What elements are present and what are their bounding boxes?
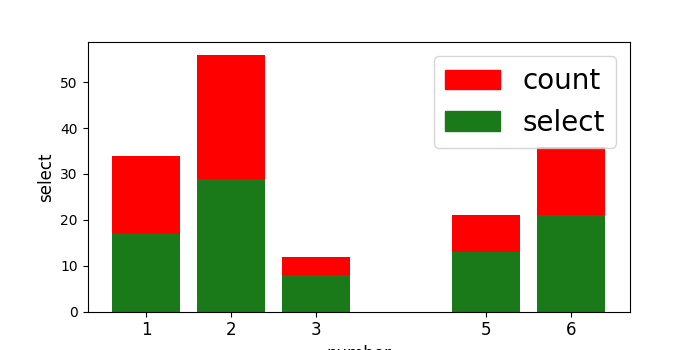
Bar — [282, 275, 350, 312]
Bar — [452, 215, 520, 252]
X-axis label: number: number — [326, 345, 391, 350]
Bar — [538, 147, 606, 215]
Bar — [112, 156, 180, 233]
Bar — [197, 178, 265, 312]
Bar — [452, 252, 520, 312]
Bar — [282, 257, 350, 275]
Legend: count, select: count, select — [434, 56, 616, 148]
Bar — [197, 55, 265, 178]
Bar — [538, 215, 606, 312]
Bar — [112, 233, 180, 312]
Y-axis label: select: select — [36, 152, 55, 202]
